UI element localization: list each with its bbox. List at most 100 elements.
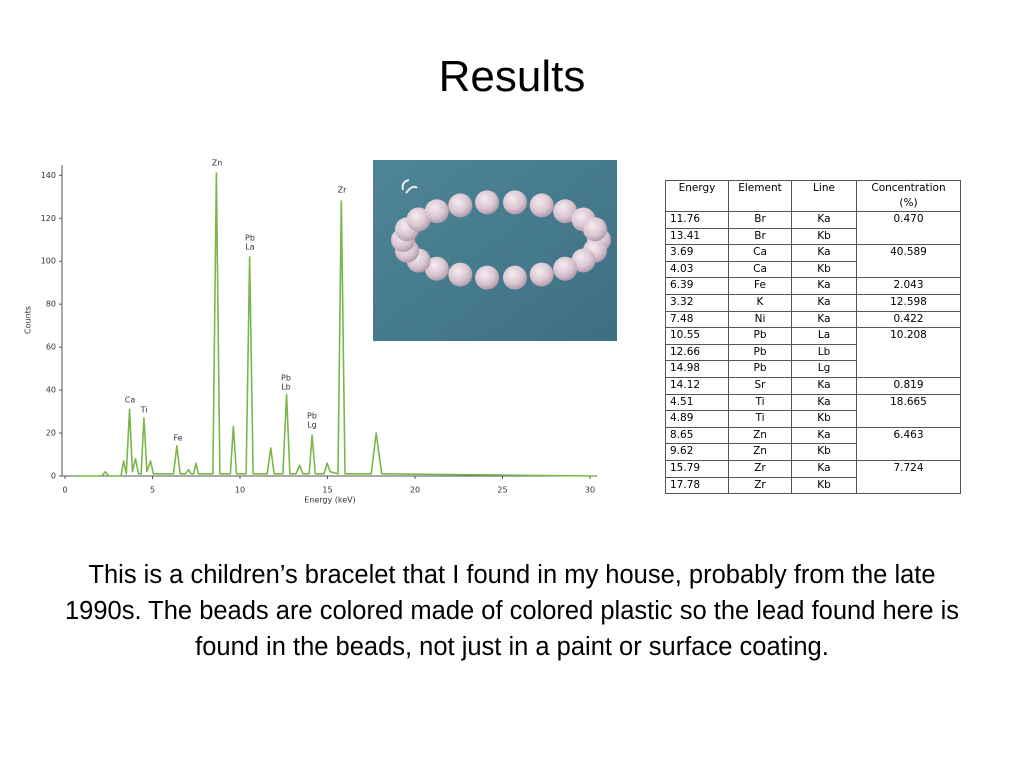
table-cell: 9.62 bbox=[665, 443, 729, 461]
table-cell: Ti bbox=[728, 393, 792, 412]
concentration-cell: 0.819 bbox=[856, 376, 961, 395]
x-axis-label: Energy (keV) bbox=[304, 496, 356, 505]
x-tick-label: 5 bbox=[150, 486, 155, 495]
peak-label: Lb bbox=[281, 383, 291, 392]
table-cell: 12.66 bbox=[665, 343, 729, 362]
table-row: 10.55 Pb La 10.208 bbox=[665, 327, 961, 378]
peak-label: Ti bbox=[140, 406, 148, 415]
bead bbox=[406, 207, 431, 232]
table-cell: 13.41 bbox=[665, 227, 729, 246]
concentration-cell: 18.665 bbox=[856, 393, 961, 428]
bead bbox=[553, 256, 578, 281]
y-axis-label: Counts bbox=[24, 306, 33, 334]
bracelet-photo bbox=[373, 160, 617, 341]
header-cell: Concentration (%) bbox=[856, 180, 961, 212]
concentration-cell: 40.589 bbox=[856, 244, 961, 279]
table-cell: Br bbox=[728, 211, 792, 229]
concentration-cell: 2.043 bbox=[856, 277, 961, 295]
results-table: Energy Element Line Concentration (%) 11.76 B… bbox=[665, 180, 961, 495]
bead bbox=[502, 265, 527, 290]
table-cell: Lb bbox=[791, 343, 857, 362]
bead bbox=[448, 262, 473, 287]
spectrum-line bbox=[73, 172, 596, 477]
bead bbox=[583, 217, 608, 242]
bead bbox=[529, 262, 554, 287]
bead bbox=[424, 256, 449, 281]
y-tick-label: 120 bbox=[41, 214, 56, 223]
table-cell: Pb bbox=[728, 360, 792, 378]
y-tick-label: 60 bbox=[46, 343, 56, 352]
table-cell: Kb bbox=[791, 260, 857, 279]
table-row: 4.51 Ti Ka 18.665 bbox=[665, 393, 961, 428]
table-cell: Sr bbox=[728, 376, 792, 395]
table-cell: Pb bbox=[728, 327, 792, 345]
table-row: 17.78 Zr Kb bbox=[665, 476, 961, 495]
table-cell: Kb bbox=[791, 443, 857, 461]
table-row: 3.69 Ca Ka 40.589 bbox=[665, 244, 961, 279]
table-cell: 17.78 bbox=[665, 476, 729, 495]
bead bbox=[475, 265, 500, 290]
table-row: 11.76 Br Ka 0.470 bbox=[665, 210, 961, 246]
peak-label: Lg bbox=[307, 421, 317, 430]
table-cell: 15.79 bbox=[665, 459, 729, 478]
table-cell: Ka bbox=[791, 293, 857, 312]
bead bbox=[571, 248, 596, 273]
y-tick-label: 40 bbox=[46, 386, 56, 395]
header-cell: Element bbox=[728, 180, 792, 212]
table-cell: Ti bbox=[728, 410, 792, 428]
concentration-cell: 6.463 bbox=[856, 426, 961, 461]
table-cell: Zn bbox=[728, 426, 792, 445]
table-cell: Ni bbox=[728, 310, 792, 329]
x-tick-label: 0 bbox=[62, 486, 67, 495]
table-cell: 8.65 bbox=[665, 426, 729, 445]
bead bbox=[475, 190, 500, 215]
peak-label: Pb bbox=[245, 234, 255, 243]
table-row: 3.32 K Ka 12.598 bbox=[665, 293, 961, 312]
table-cell: Kb bbox=[791, 227, 857, 246]
table-cell: 4.51 bbox=[665, 393, 729, 412]
table-cell: Ka bbox=[791, 393, 857, 412]
concentration-cell: 0.422 bbox=[856, 310, 961, 329]
table-header-row: Energy Element Line Concentration (%) bbox=[665, 180, 961, 212]
bead bbox=[424, 199, 449, 224]
x-tick-label: 15 bbox=[322, 486, 332, 495]
bead bbox=[448, 193, 473, 218]
table-cell: Kb bbox=[791, 410, 857, 428]
header-cell: Energy bbox=[665, 180, 729, 212]
table-cell: 11.76 bbox=[665, 211, 729, 229]
table-cell: 4.03 bbox=[665, 260, 729, 279]
table-cell: Ka bbox=[791, 459, 857, 478]
table-cell: Fe bbox=[728, 277, 792, 295]
concentration-cell: 10.208 bbox=[856, 327, 961, 378]
table-row: 14.12 Sr Ka 0.819 bbox=[665, 376, 961, 395]
concentration-cell: 0.470 bbox=[856, 210, 961, 246]
table-row: 4.03 Ca Kb bbox=[665, 260, 961, 279]
concentration-cell: 12.598 bbox=[856, 293, 961, 312]
caption: This is a children’s bracelet that I fou… bbox=[64, 561, 960, 661]
table-cell: 7.48 bbox=[665, 310, 729, 329]
table-row: 9.62 Zn Kb bbox=[665, 443, 961, 461]
table-row: 12.66 Pb Lb bbox=[665, 343, 961, 362]
table-cell: Ka bbox=[791, 376, 857, 395]
table-row: 15.79 Zr Ka 7.724 bbox=[665, 459, 961, 495]
table-cell: 10.55 bbox=[665, 327, 729, 345]
peak-label: Ca bbox=[125, 396, 136, 405]
peak-label: Pb bbox=[307, 412, 317, 421]
peak-label: Fe bbox=[173, 434, 182, 443]
table-cell: Lg bbox=[791, 360, 857, 378]
peak-label: Zn bbox=[212, 159, 223, 168]
table-cell: Zr bbox=[728, 476, 792, 495]
table-row: 7.48 Ni Ka 0.422 bbox=[665, 310, 961, 329]
bead bbox=[529, 193, 554, 218]
x-tick-label: 25 bbox=[497, 486, 507, 495]
table-cell: Ka bbox=[791, 426, 857, 445]
spectrum-chart: 0 20 40 60 80 100 120 140 0 5 10 15 20 25 30 Energy (ke… bbox=[24, 159, 597, 505]
table-cell: Ka bbox=[791, 277, 857, 295]
table-cell: Kb bbox=[791, 476, 857, 495]
table-cell: Ca bbox=[728, 244, 792, 262]
bead bbox=[502, 190, 527, 215]
table-row: 6.39 Fe Ka 2.043 bbox=[665, 277, 961, 295]
x-tick-label: 30 bbox=[585, 486, 595, 495]
table-cell: Br bbox=[728, 227, 792, 246]
table-cell: 3.32 bbox=[665, 293, 729, 312]
